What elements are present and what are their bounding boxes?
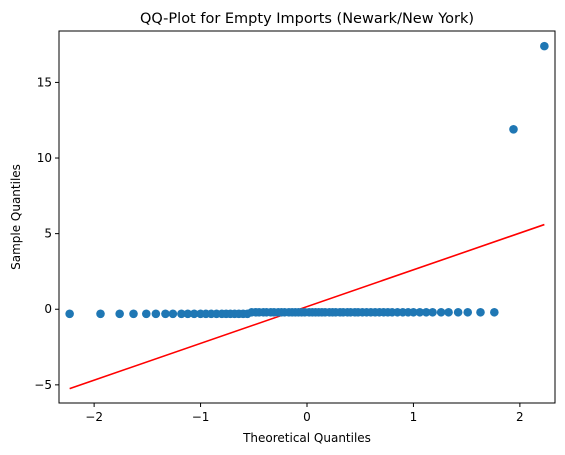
x-tick-label: −1 (192, 410, 210, 424)
data-point (96, 309, 105, 318)
data-point (444, 308, 453, 317)
y-tick-label: 15 (37, 75, 52, 89)
x-axis: −2 −1 0 1 2 (85, 403, 523, 424)
chart-title: QQ-Plot for Empty Imports (Newark/New Yo… (140, 11, 474, 27)
data-point (463, 308, 472, 317)
y-tick-label: 5 (44, 227, 52, 241)
x-axis-label: Theoretical Quantiles (242, 431, 371, 445)
points-layer (65, 42, 548, 318)
data-point (115, 309, 124, 318)
data-point (169, 309, 178, 318)
fit-line (70, 225, 545, 389)
x-tick-label: 2 (516, 410, 524, 424)
y-tick-label: 0 (44, 302, 52, 316)
data-point (490, 308, 499, 317)
y-axis: −5 0 5 10 15 (34, 75, 59, 391)
plot-frame (59, 31, 555, 403)
x-tick-label: 0 (303, 410, 311, 424)
y-tick-label: 10 (37, 151, 52, 165)
data-point (65, 309, 74, 318)
data-point (437, 308, 446, 317)
data-point (152, 309, 161, 318)
data-point (428, 308, 437, 317)
x-tick-label: 1 (410, 410, 418, 424)
plot-area (59, 31, 555, 403)
data-point (454, 308, 463, 317)
data-point (142, 309, 151, 318)
data-point (161, 309, 170, 318)
data-point (129, 309, 138, 318)
y-tick-label: −5 (34, 378, 52, 392)
data-point (540, 42, 549, 51)
y-axis-label: Sample Quantiles (9, 164, 23, 270)
data-point (476, 308, 485, 317)
x-tick-label: −2 (85, 410, 103, 424)
data-point (509, 125, 518, 134)
